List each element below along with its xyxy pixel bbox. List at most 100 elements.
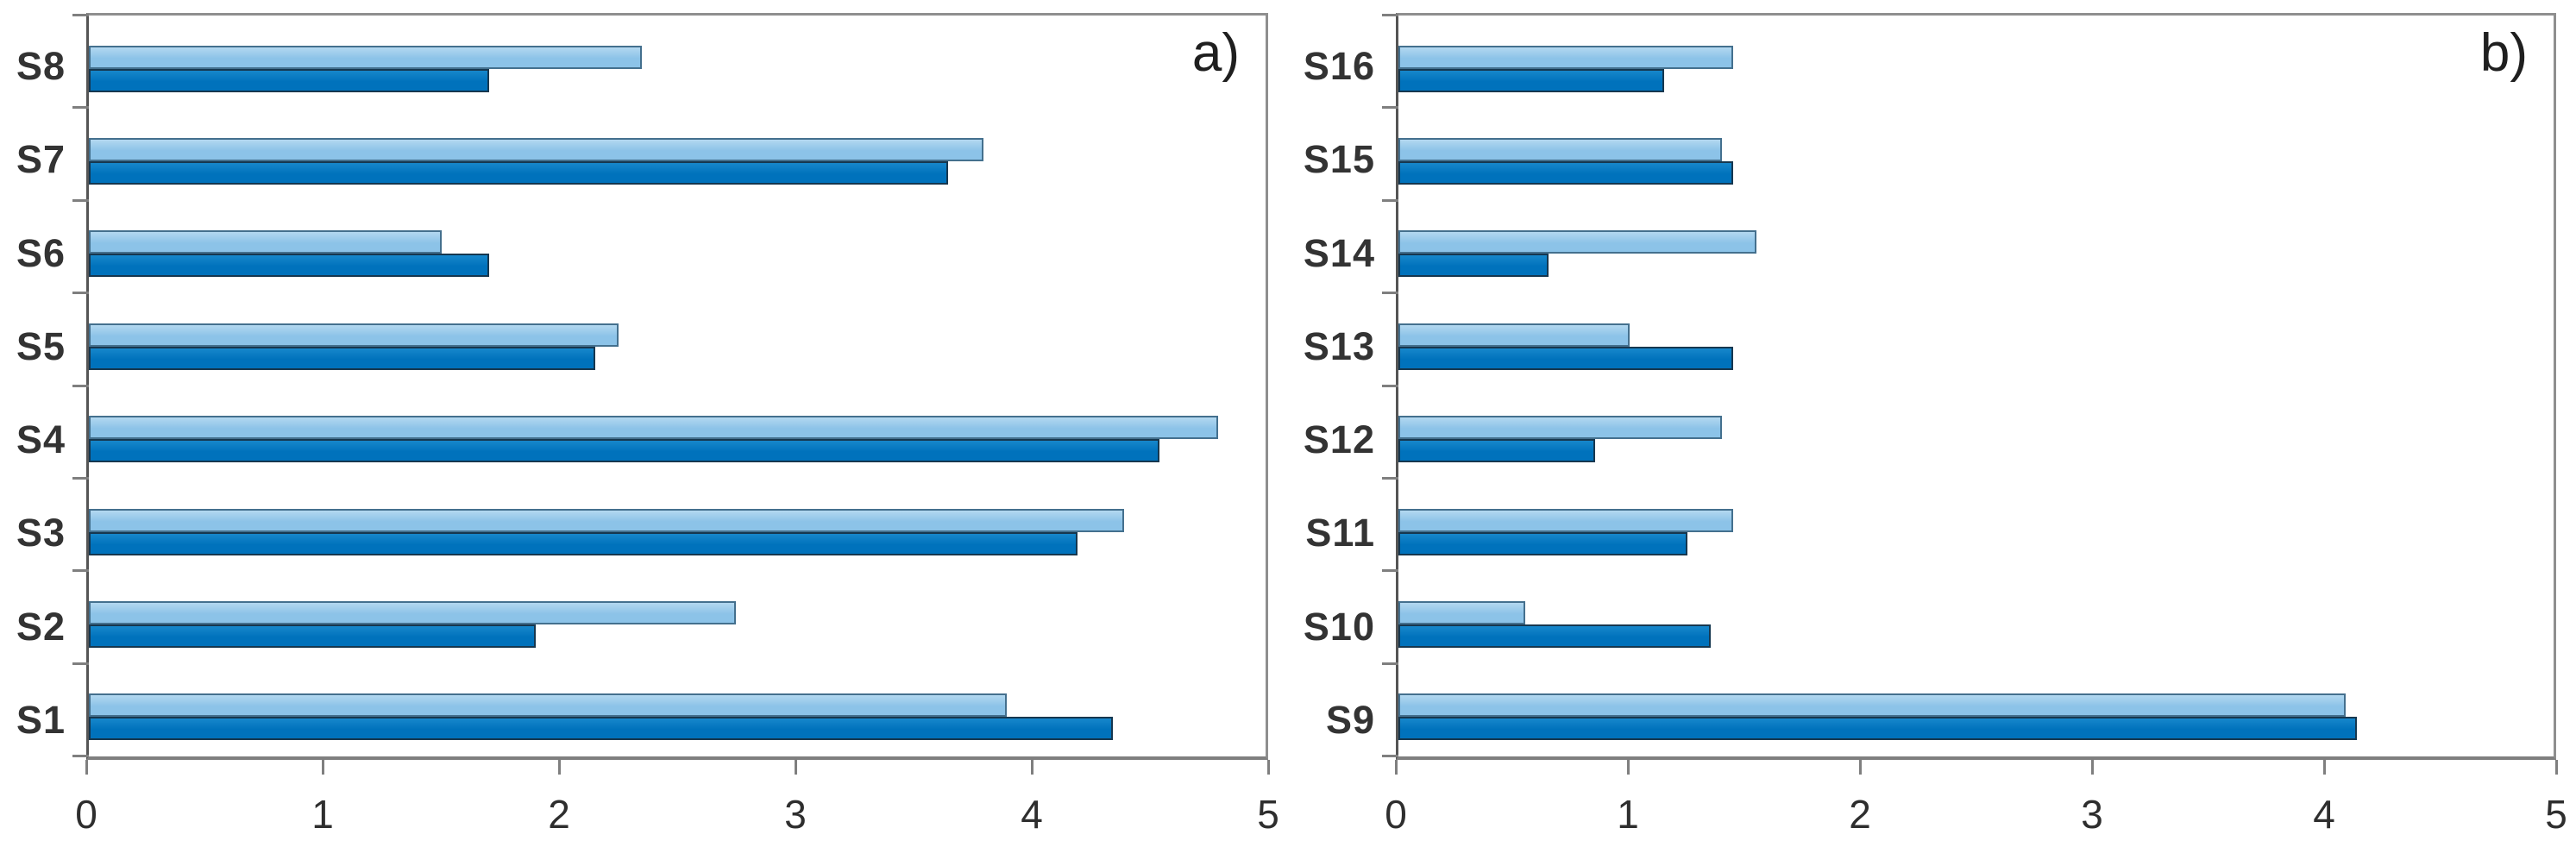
light-blue-series-bar [89, 138, 983, 162]
plot-wrap-b: b) 0 1 2 3 4 5 [1382, 13, 2567, 847]
category-label: S13 [1303, 323, 1375, 368]
y-axis-tick [72, 106, 89, 110]
y-axis-tick [72, 569, 89, 573]
category-label: S15 [1303, 137, 1375, 182]
x-axis-b: 0 1 2 3 4 5 [1385, 760, 2567, 847]
dark-blue-series-bar [1398, 161, 1734, 185]
dark-blue-series-bar [89, 346, 595, 370]
category-label: S14 [1303, 230, 1375, 275]
category-row [89, 293, 1266, 386]
category-row [89, 16, 1266, 108]
light-blue-series-bar [1398, 600, 1526, 624]
x-axis-tick-label: 1 [1617, 792, 1639, 837]
x-axis-tick-label: 3 [2081, 792, 2103, 837]
plot-area-b: b) [1382, 13, 2556, 760]
x-axis-tick [2091, 760, 2094, 775]
category-label: S12 [1303, 417, 1375, 462]
dark-blue-series-bar [89, 439, 1160, 463]
x-axis-tick [558, 760, 561, 775]
light-blue-series-bar [89, 45, 643, 69]
x-axis-tick-label: 4 [1021, 792, 1043, 837]
y-axis-tick [72, 662, 89, 665]
category-row [89, 201, 1266, 293]
x-axis-tick [1267, 760, 1270, 775]
x-axis-tick-label: 2 [548, 792, 570, 837]
category-row [1398, 201, 2554, 293]
light-blue-series-bar [89, 600, 737, 624]
x-axis-tick [85, 760, 88, 775]
category-label: S3 [16, 511, 66, 555]
category-label: S16 [1303, 44, 1375, 89]
y-axis-tick [1382, 569, 1398, 573]
y-axis-tick [72, 384, 89, 387]
light-blue-series-bar [1398, 45, 1734, 69]
dark-blue-series-bar [1398, 68, 1664, 92]
category-label: S7 [16, 137, 66, 182]
x-axis-tick [1859, 760, 1862, 775]
y-axis-tick [72, 476, 89, 480]
x-axis-tick-label: 4 [2313, 792, 2335, 837]
y-axis-tick [1382, 106, 1398, 110]
x-axis-tick-label: 1 [311, 792, 334, 837]
x-axis-tick-label: 2 [1849, 792, 1871, 837]
dark-blue-series-bar [1398, 717, 2358, 741]
category-row [89, 108, 1266, 200]
category-label: S4 [16, 417, 66, 462]
category-labels-a: S8 S7 S6 S5 S4 S3 S2 S1 [0, 13, 86, 760]
dark-blue-series-bar [89, 68, 489, 92]
category-label: S8 [16, 44, 66, 89]
light-blue-series-bar [1398, 323, 1630, 347]
y-axis-tick [1382, 476, 1398, 480]
x-axis-tick-label: 3 [784, 792, 807, 837]
light-blue-series-bar [89, 416, 1219, 440]
light-blue-series-bar [1398, 508, 1734, 532]
light-blue-series-bar [1398, 138, 1722, 162]
x-axis-a: 0 1 2 3 4 5 [75, 760, 1279, 847]
y-axis-tick [72, 292, 89, 295]
x-axis-tick-label: 5 [2545, 792, 2567, 837]
x-axis-tick [2555, 760, 2558, 775]
y-axis-tick [1382, 198, 1398, 202]
x-axis-tick [1627, 760, 1630, 775]
x-axis-tick [1031, 760, 1034, 775]
y-axis-tick [72, 14, 89, 16]
light-blue-series-bar [89, 508, 1125, 532]
dark-blue-series-bar [89, 254, 489, 278]
x-axis-tick [322, 760, 324, 775]
dark-blue-series-bar [89, 531, 1078, 555]
category-row [1398, 108, 2554, 200]
category-labels-b: S16 S15 S14 S13 S12 S11 S10 S9 [1290, 13, 1396, 760]
x-axis-tick-label: 0 [1385, 792, 1407, 837]
y-axis-tick [1382, 384, 1398, 387]
light-blue-series-bar [1398, 230, 1757, 254]
category-label: S6 [16, 230, 66, 275]
category-row [89, 571, 1266, 663]
category-row [1398, 571, 2554, 663]
x-axis-tick-label: 0 [75, 792, 97, 837]
light-blue-series-bar [89, 693, 1007, 718]
x-axis-tick-label: 5 [1257, 792, 1279, 837]
x-axis-tick [1395, 760, 1398, 775]
plot-area-a: a) [72, 13, 1268, 760]
category-row [1398, 386, 2554, 479]
plot-wrap-a: a) 0 1 2 3 4 5 [72, 13, 1279, 847]
dark-blue-series-bar [1398, 624, 1711, 648]
y-axis-tick [1382, 755, 1398, 757]
panel-label-b: b) [2479, 23, 2528, 83]
x-axis-tick [2323, 760, 2326, 775]
x-axis-tick [795, 760, 797, 775]
category-label: S1 [16, 697, 66, 742]
y-axis-tick [1382, 662, 1398, 665]
light-blue-series-bar [89, 323, 619, 347]
category-row [1398, 293, 2554, 386]
category-label: S11 [1305, 511, 1375, 555]
category-label: S2 [16, 604, 66, 649]
category-row [89, 386, 1266, 479]
category-label: S9 [1325, 697, 1375, 742]
category-row [1398, 664, 2554, 756]
category-row [89, 664, 1266, 756]
dark-blue-series-bar [1398, 531, 1687, 555]
category-row [89, 479, 1266, 571]
dark-blue-series-bar [1398, 254, 1549, 278]
